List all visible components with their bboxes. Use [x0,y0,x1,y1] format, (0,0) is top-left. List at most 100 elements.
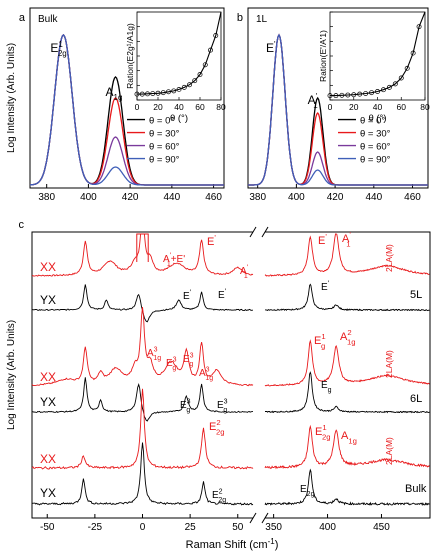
inset-xtick-label: 20 [153,102,163,112]
mode-label-E2g2-bulk-sup: 2 [216,418,220,427]
inset-xtick-label: 0 [135,102,140,112]
inset-xlabel: θ (°) [170,113,188,124]
spectrum-6L-XX-right [264,339,430,387]
mode-label-A1E-5L-base: A [163,254,170,265]
mode-label-Eg3-6L-red2-sup: 3 [190,353,194,360]
mode-label-A1E-5L-sup: ' [170,253,171,260]
mode-label-A1-5L-hi-base: A [342,233,350,245]
mode-label-A1g3-6L-r-sup: 3 [206,367,210,374]
panel-a-xtick-label: 460 [205,192,222,203]
axis-break [249,512,257,524]
panel-a-frame [29,7,225,189]
mode-label-Eg3-6L-red2-sub: g [189,361,193,368]
inset-point [345,92,351,98]
mode-label-E-5L-blk-mid: E' [218,289,226,302]
mode-label-A1g3-6L-base: A [147,348,154,359]
mode-label-Eg3-6L-red: E3 g [166,357,177,373]
mode-label-A1g3-6L-r-sub: 1g [205,375,213,382]
panel-a-label: a [19,12,26,24]
panel-b-legend-entry: θ = 30° [360,129,391,140]
peak1-sup: 1 [58,40,63,49]
panel-c-xtick-label: 50 [232,522,244,533]
mode-label-E-5L-red-hi-base: E [318,235,325,247]
mode-label-E2g1-bulk: E1 2g [315,423,331,441]
panel-c-xtick-label: -50 [40,522,55,533]
mode-label-A1E-5L-tail: +E' [171,254,186,265]
mode-label-E2g2-bulk-blk: E2 2g [212,489,226,505]
mode-label-E2g1-bulk-sup: 1 [322,423,326,432]
inset-xtick-label: 20 [349,102,359,112]
inset-point [187,82,192,88]
mode-label-A1-5L-low-sub: 1 [244,273,248,280]
mode-label-Eg1-6L-sup: 1 [321,332,325,341]
spectrum-6L-YX-right [265,371,430,414]
panel-a-sample-label: Bulk [38,14,58,25]
peak2-sub: 1 [313,101,318,110]
inset-point [181,84,187,90]
vertical-label-2LA: 2LA(M) [384,244,394,272]
inset-point [375,89,380,94]
mode-label-A1-5L-low-base: A [240,266,247,277]
peak1-base: E [266,41,274,55]
panel-b-xtick-label: 400 [288,192,305,203]
inset-point [145,91,150,97]
xlabel-main: Raman Shift (cm [186,539,268,551]
mode-label-E2g2-bulk-blk-sub: 2g [218,497,226,504]
panel-a-inset-frame [136,11,222,101]
panel-c: -50 -25 0 25 50 350 400 450 Raman Shift (cm-1) Lo… [6,219,431,551]
layer-label: 5L [410,289,422,301]
axis-break [261,512,269,524]
inset-point [197,72,203,77]
spectrum-bulk-YX-right [264,468,430,506]
inset-point [171,88,177,94]
mode-label-E2g-bulk-blk-sub: 2g [307,491,315,498]
panel-a-xtick-label: 380 [38,192,55,203]
inset-point [404,65,410,71]
inset-fit-line [137,11,222,95]
panel-b-frame [247,7,429,189]
mode-label-Eg1-6L: E1 g [314,332,326,350]
inset-point [213,33,219,38]
mode-label-E-5L-blk-mid-sup: ' [225,289,226,296]
laser-line-box [136,233,149,262]
panel-b-inset-frame [329,11,426,101]
mode-label-A1g2-6L: A2 1g [340,328,356,346]
inset-xtick-label: 60 [397,102,407,112]
inset-point [333,93,339,99]
series-label-6L-XX: XX [40,370,56,384]
panel-b-sample-label: 1L [256,14,268,25]
panel-b-label: b [237,12,243,24]
inset-point [416,24,422,30]
inset-xtick-label: 40 [174,102,184,112]
series-label-Bulk-YX: YX [40,486,56,500]
axis-break [261,226,269,238]
mode-label-Eg1-6L-base: E [314,335,321,347]
peak1-sup: ' [274,40,276,49]
inset-point [160,90,166,96]
mode-label-Eg-6L-blk: Eg [321,380,332,394]
inset-point [351,92,357,98]
mode-label-A1g3-6L-r: A3 1g [199,367,213,383]
panel-b-legend-entry: θ = 90° [360,155,391,166]
panel-a-legend-entry: θ = 0° [149,116,174,127]
panel-c-label: c [19,219,25,231]
panel-a-ylabel: Log Intensity (Arb. Units) [6,43,17,153]
mode-label-Eg3-6L-blk2-sub: g [223,407,227,414]
mode-label-E2g2-bulk-base: E [209,421,216,433]
panel-a-xtick-label: 400 [80,192,97,203]
panel-b-curve-3 [248,33,428,186]
mode-label-Eg3-6L-blk2-base: E [217,400,224,411]
axis-break [249,226,257,238]
series-label-Bulk-XX: XX [40,452,56,466]
xlabel-sup: -1 [268,537,276,546]
series-label-5L-XX: XX [40,260,56,274]
inset-point [380,87,386,93]
panel-a-xtick-label: 420 [122,192,139,203]
panel-c-xtick-label: 400 [319,522,336,533]
panel-c-xtick-label: 25 [185,522,197,533]
mode-label-A1g3-6L-r-base: A [199,368,206,379]
spectrum-bulk-XX-left [31,388,254,470]
mode-label-Eg3-6L-red-sup: 3 [173,357,177,364]
mode-label-Eg3-6L-blk2-sup: 3 [224,399,228,406]
inset-xlabel: θ (°) [368,113,386,124]
